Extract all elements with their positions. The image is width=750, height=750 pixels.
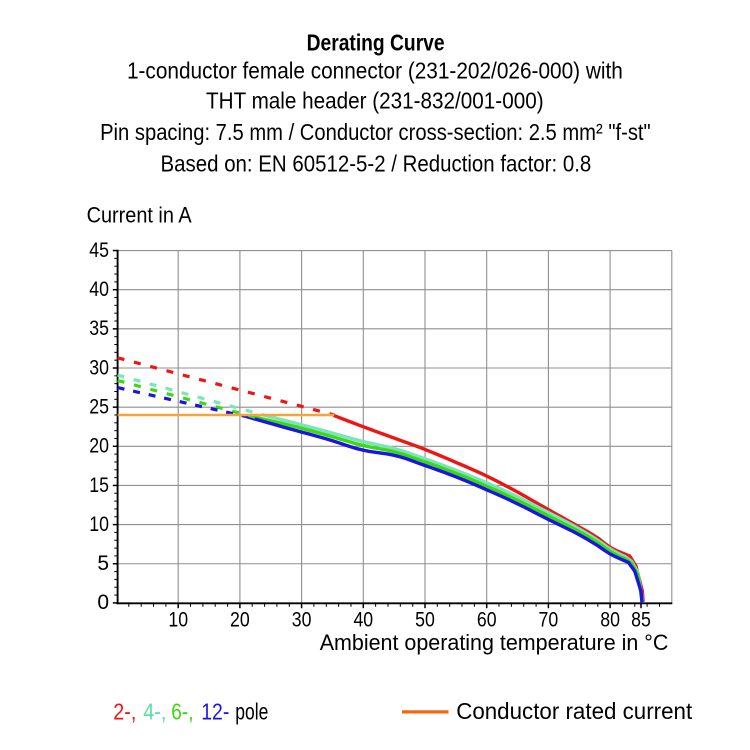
svg-text:5: 5 — [97, 552, 109, 575]
svg-text:45: 45 — [89, 239, 109, 262]
svg-text:10: 10 — [168, 608, 188, 631]
svg-text:80: 80 — [600, 608, 620, 631]
svg-text:12-: 12- — [201, 698, 229, 724]
svg-text:25: 25 — [89, 395, 109, 418]
svg-text:40: 40 — [89, 278, 109, 301]
svg-text:70: 70 — [539, 608, 559, 631]
svg-text:Current in A: Current in A — [87, 203, 192, 228]
svg-text:85: 85 — [631, 608, 651, 631]
svg-text:Pin spacing: 7.5 mm / Conducto: Pin spacing: 7.5 mm / Conductor cross-se… — [100, 119, 651, 145]
svg-text:THT male header (231-832/001-0: THT male header (231-832/001-000) — [206, 88, 544, 114]
svg-text:Based on: EN 60512-5-2 / Reduc: Based on: EN 60512-5-2 / Reduction facto… — [161, 151, 592, 177]
svg-text:35: 35 — [89, 317, 109, 340]
svg-text:6-,: 6-, — [171, 698, 193, 724]
svg-text:30: 30 — [292, 608, 312, 631]
svg-text:40: 40 — [353, 608, 373, 631]
svg-text:20: 20 — [230, 608, 250, 631]
svg-text:60: 60 — [477, 608, 497, 631]
svg-text:Conductor rated current: Conductor rated current — [456, 698, 692, 724]
svg-text:15: 15 — [89, 474, 109, 497]
svg-text:0: 0 — [97, 591, 109, 614]
svg-text:1-conductor female connector (: 1-conductor female connector (231-202/02… — [127, 57, 623, 83]
svg-text:20: 20 — [89, 435, 109, 458]
svg-text:Ambient operating temperature: Ambient operating temperature in °C — [320, 630, 669, 655]
svg-text:30: 30 — [89, 356, 109, 379]
svg-text:2-,: 2-, — [113, 698, 136, 724]
svg-text:Derating Curve: Derating Curve — [307, 29, 445, 55]
svg-text:4-,: 4-, — [143, 698, 166, 724]
svg-text:pole: pole — [235, 698, 268, 724]
svg-text:10: 10 — [89, 513, 109, 536]
svg-text:50: 50 — [415, 608, 435, 631]
